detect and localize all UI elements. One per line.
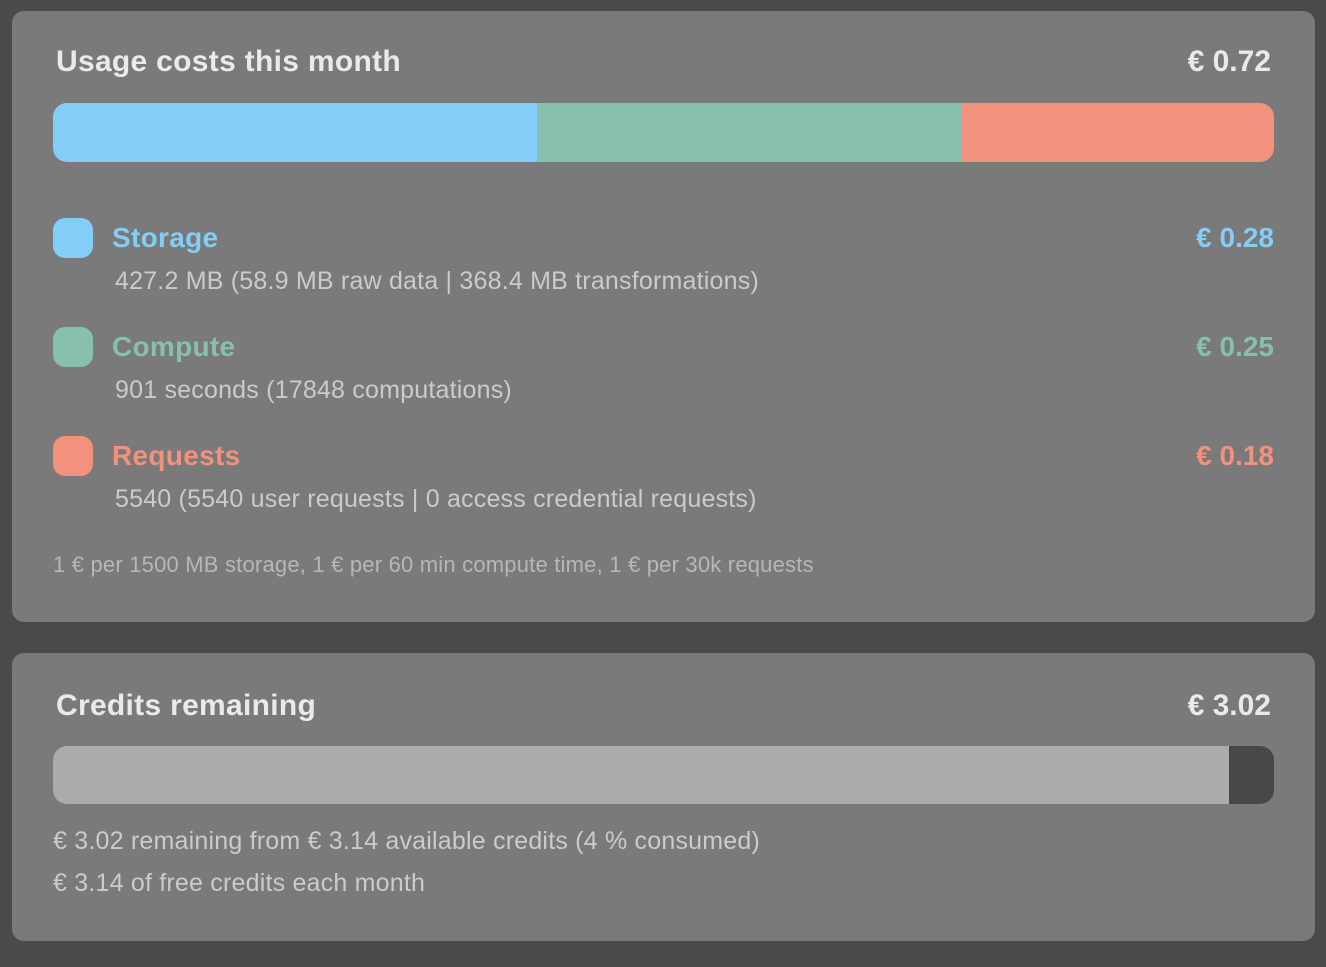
compute-label: Compute bbox=[112, 331, 236, 362]
requests-cost-value: € 0.18 bbox=[1196, 440, 1274, 471]
credits-card-title: Credits remaining bbox=[56, 689, 317, 722]
usage-bar-segment-storage bbox=[53, 103, 537, 162]
storage-label: Storage bbox=[112, 222, 219, 253]
legend-row-storage: Storage € 0.28 427.2 MB (58.9 MB raw dat… bbox=[53, 218, 1274, 296]
legend-row-requests-header: Requests € 0.18 bbox=[53, 436, 1274, 476]
credits-total-value: € 3.02 bbox=[1187, 689, 1271, 722]
usage-costs-card: Usage costs this month € 0.72 Storage € … bbox=[12, 11, 1315, 622]
legend-row-compute-header: Compute € 0.25 bbox=[53, 327, 1274, 367]
usage-total-value: € 0.72 bbox=[1187, 45, 1271, 78]
storage-cost-value: € 0.28 bbox=[1196, 222, 1274, 253]
credits-free-line: € 3.14 of free credits each month bbox=[53, 869, 426, 897]
credits-card-header: Credits remaining € 3.02 bbox=[53, 689, 1274, 723]
credits-progress-bar bbox=[53, 746, 1274, 804]
legend-row-requests: Requests € 0.18 5540 (5540 user requests… bbox=[53, 436, 1274, 514]
requests-label: Requests bbox=[112, 440, 241, 471]
usage-bar-segment-requests bbox=[961, 103, 1274, 162]
usage-legend: Storage € 0.28 427.2 MB (58.9 MB raw dat… bbox=[53, 218, 1274, 514]
pricing-note: 1 € per 1500 MB storage, 1 € per 60 min … bbox=[53, 552, 814, 577]
credits-consumed-segment bbox=[1228, 746, 1274, 804]
compute-color-swatch bbox=[53, 327, 93, 367]
credits-remaining-card: Credits remaining € 3.02 € 3.02 remainin… bbox=[12, 653, 1315, 941]
usage-card-header: Usage costs this month € 0.72 bbox=[53, 45, 1274, 79]
legend-row-storage-header: Storage € 0.28 bbox=[53, 218, 1274, 258]
compute-detail-text: 901 seconds (17848 computations) bbox=[115, 376, 512, 404]
storage-color-swatch bbox=[53, 218, 93, 258]
requests-detail-text: 5540 (5540 user requests | 0 access cred… bbox=[115, 485, 757, 513]
credits-remaining-line: € 3.02 remaining from € 3.14 available c… bbox=[53, 827, 760, 855]
legend-row-compute: Compute € 0.25 901 seconds (17848 comput… bbox=[53, 327, 1274, 405]
compute-cost-value: € 0.25 bbox=[1196, 331, 1274, 362]
requests-color-swatch bbox=[53, 436, 93, 476]
credits-remaining-segment bbox=[53, 746, 1229, 804]
usage-stacked-bar bbox=[53, 103, 1274, 162]
usage-bar-segment-compute bbox=[536, 103, 962, 162]
credits-summary: € 3.02 remaining from € 3.14 available c… bbox=[53, 820, 1274, 904]
usage-card-title: Usage costs this month bbox=[56, 45, 401, 78]
storage-detail-text: 427.2 MB (58.9 MB raw data | 368.4 MB tr… bbox=[115, 267, 759, 295]
